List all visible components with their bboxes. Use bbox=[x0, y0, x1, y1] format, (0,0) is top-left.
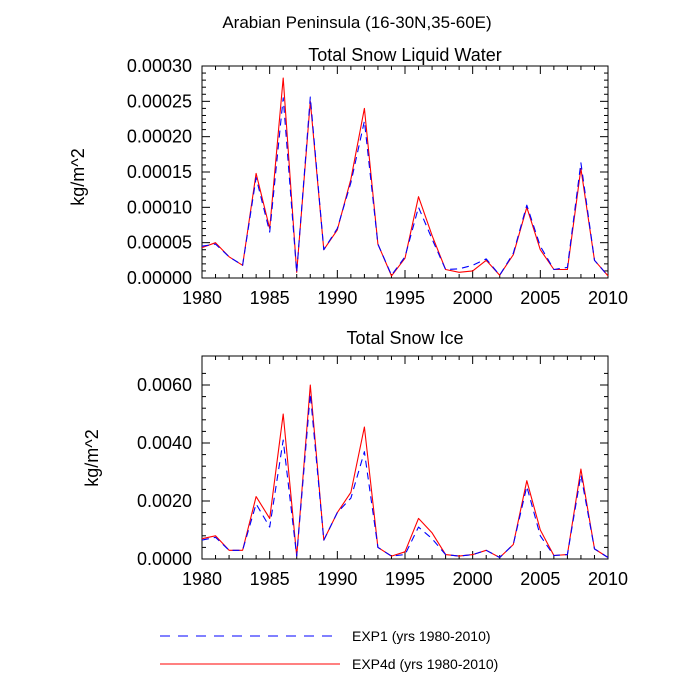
x-tick-label: 1985 bbox=[250, 569, 290, 589]
x-tick-label: 2000 bbox=[453, 288, 493, 308]
x-tick-label: 2010 bbox=[588, 569, 628, 589]
y-tick-label: 0.0020 bbox=[137, 491, 192, 511]
legend-label-exp4d: EXP4d (yrs 1980-2010) bbox=[352, 656, 498, 672]
series-line-exp1 bbox=[201, 96, 609, 277]
y-tick-label: 0.00005 bbox=[127, 233, 192, 253]
y-tick-label: 0.00020 bbox=[127, 127, 192, 147]
x-tick-label: 1995 bbox=[385, 288, 425, 308]
y-tick-label: 0.00015 bbox=[127, 162, 192, 182]
series-line-exp4d bbox=[201, 384, 609, 559]
y-tick-label: 0.00030 bbox=[127, 56, 192, 76]
y-tick-label: 0.00025 bbox=[127, 91, 192, 111]
legend: EXP1 (yrs 1980-2010) EXP4d (yrs 1980-201… bbox=[160, 628, 498, 672]
chart-title: Total Snow Ice bbox=[346, 328, 463, 348]
y-tick-label: 0.00000 bbox=[127, 268, 192, 288]
x-tick-label: 1990 bbox=[317, 288, 357, 308]
y-tick-label: 0.0000 bbox=[137, 549, 192, 569]
series-line-exp1 bbox=[201, 393, 609, 559]
y-axis-label: kg/m^2 bbox=[68, 148, 88, 205]
x-tick-label: 1995 bbox=[385, 569, 425, 589]
x-tick-label: 1985 bbox=[250, 288, 290, 308]
series-line-exp4d bbox=[201, 77, 609, 277]
y-tick-label: 0.0040 bbox=[137, 433, 192, 453]
y-axis-label: kg/m^2 bbox=[82, 429, 102, 486]
x-tick-label: 1990 bbox=[317, 569, 357, 589]
x-tick-label: 2010 bbox=[588, 288, 628, 308]
chart-title: Total Snow Liquid Water bbox=[308, 45, 501, 65]
legend-label-exp1: EXP1 (yrs 1980-2010) bbox=[352, 628, 491, 644]
x-tick-label: 2005 bbox=[520, 569, 560, 589]
figure-title: Arabian Peninsula (16-30N,35-60E) bbox=[222, 13, 491, 32]
x-tick-label: 1980 bbox=[182, 569, 222, 589]
x-tick-label: 1980 bbox=[182, 288, 222, 308]
x-tick-label: 2005 bbox=[520, 288, 560, 308]
y-tick-label: 0.00010 bbox=[127, 197, 192, 217]
plot-frame bbox=[201, 355, 609, 560]
plot-frame bbox=[201, 65, 609, 279]
chart-panel-snow-liquid-water: Total Snow Liquid Water kg/m^2 1980 1985 1… bbox=[68, 45, 628, 308]
chart-panel-snow-ice: Total Snow Ice kg/m^2 1980 1985 1990 1995 20… bbox=[82, 328, 628, 589]
y-tick-label: 0.0060 bbox=[137, 375, 192, 395]
x-tick-label: 2000 bbox=[453, 569, 493, 589]
